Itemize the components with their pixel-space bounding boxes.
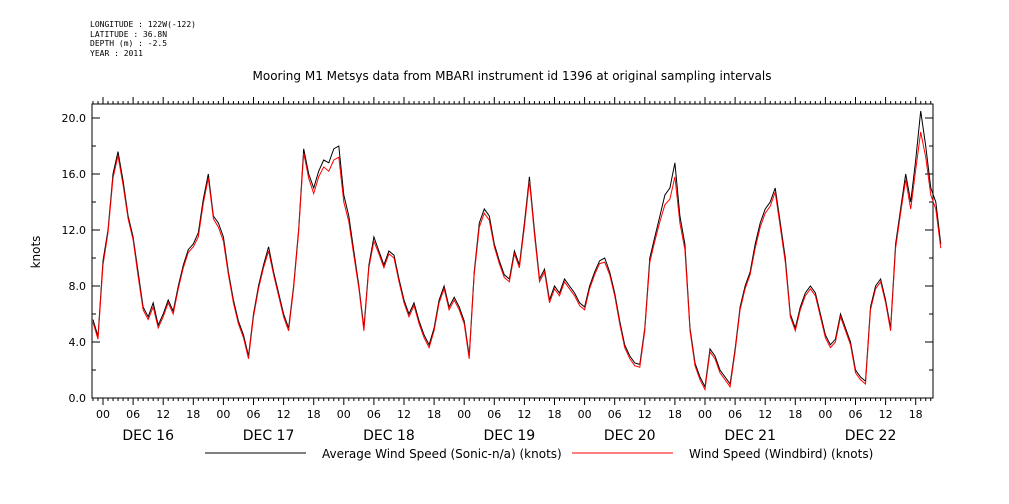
x-hour-label: 06 (487, 408, 501, 421)
series-group (92, 110, 942, 392)
y-tick-label: 0.0 (69, 392, 87, 405)
depth-text: DEPTH (m) : -2.5 (90, 39, 168, 48)
x-day-label: DEC 18 (363, 428, 415, 444)
x-hour-label: 12 (156, 408, 170, 421)
x-hour-label: 06 (728, 408, 742, 421)
x-hour-label: 00 (578, 408, 592, 421)
x-hour-label: 00 (216, 408, 230, 421)
y-tick-label: 12.0 (62, 224, 87, 237)
y-axis-label: knots (29, 236, 43, 269)
plot-frame (91, 103, 934, 399)
x-hour-label: 12 (277, 408, 291, 421)
x-day-label: DEC 16 (122, 428, 174, 444)
x-hour-label: 00 (457, 408, 471, 421)
series-line-windbird (92, 131, 942, 392)
x-hour-label: 12 (758, 408, 772, 421)
y-tick-label: 20.0 (62, 112, 87, 125)
latitude-text: LATITUDE : 36.8N (90, 29, 168, 39)
y-tick-label: 16.0 (62, 168, 87, 181)
x-hour-label: 18 (427, 408, 441, 421)
y-tick-label: 8.0 (69, 280, 87, 293)
x-day-label: DEC 22 (845, 428, 897, 444)
x-hour-label: 18 (668, 408, 682, 421)
metadata-block: LONGITUDE : 122W(-122) LATITUDE : 36.8N … (90, 20, 196, 58)
x-day-label: DEC 19 (484, 428, 536, 444)
x-hour-label: 00 (96, 408, 110, 421)
x-hour-label: 12 (397, 408, 411, 421)
x-hour-label: 06 (247, 408, 261, 421)
x-hour-label: 06 (367, 408, 381, 421)
x-hour-label: 12 (879, 408, 893, 421)
year-text: YEAR : 2011 (90, 48, 143, 58)
x-day-label: DEC 21 (724, 428, 776, 444)
x-hour-label: 00 (698, 408, 712, 421)
x-hour-label: 18 (548, 408, 562, 421)
x-hour-label: 18 (788, 408, 802, 421)
longitude-text: LONGITUDE : 122W(-122) (90, 20, 196, 29)
x-hour-label: 06 (849, 408, 863, 421)
series-line-average-wind (92, 110, 942, 389)
x-hour-label: 12 (517, 408, 531, 421)
axis-ticks: 0.0 4.0 8.0 12.0 16.0 20.0 00 06 12 18 00 06 12 18 00 0… (62, 97, 933, 444)
x-hour-label: 18 (307, 408, 321, 421)
legend: Average Wind Speed (Sonic-n/a) (knots) W… (205, 447, 873, 461)
x-hour-label: 06 (126, 408, 140, 421)
legend-label-average-wind: Average Wind Speed (Sonic-n/a) (knots) (322, 447, 562, 461)
legend-label-windbird: Wind Speed (Windbird) (knots) (689, 447, 873, 461)
x-hour-label: 12 (638, 408, 652, 421)
x-hour-label: 18 (186, 408, 200, 421)
x-hour-label: 00 (337, 408, 351, 421)
x-hour-label: 06 (608, 408, 622, 421)
x-hour-label: 18 (909, 408, 923, 421)
x-day-label: DEC 20 (604, 428, 656, 444)
x-hour-label: 00 (818, 408, 832, 421)
chart-title: Mooring M1 Metsys data from MBARI instru… (253, 69, 772, 83)
y-tick-label: 4.0 (69, 336, 87, 349)
x-day-label: DEC 17 (243, 428, 295, 444)
